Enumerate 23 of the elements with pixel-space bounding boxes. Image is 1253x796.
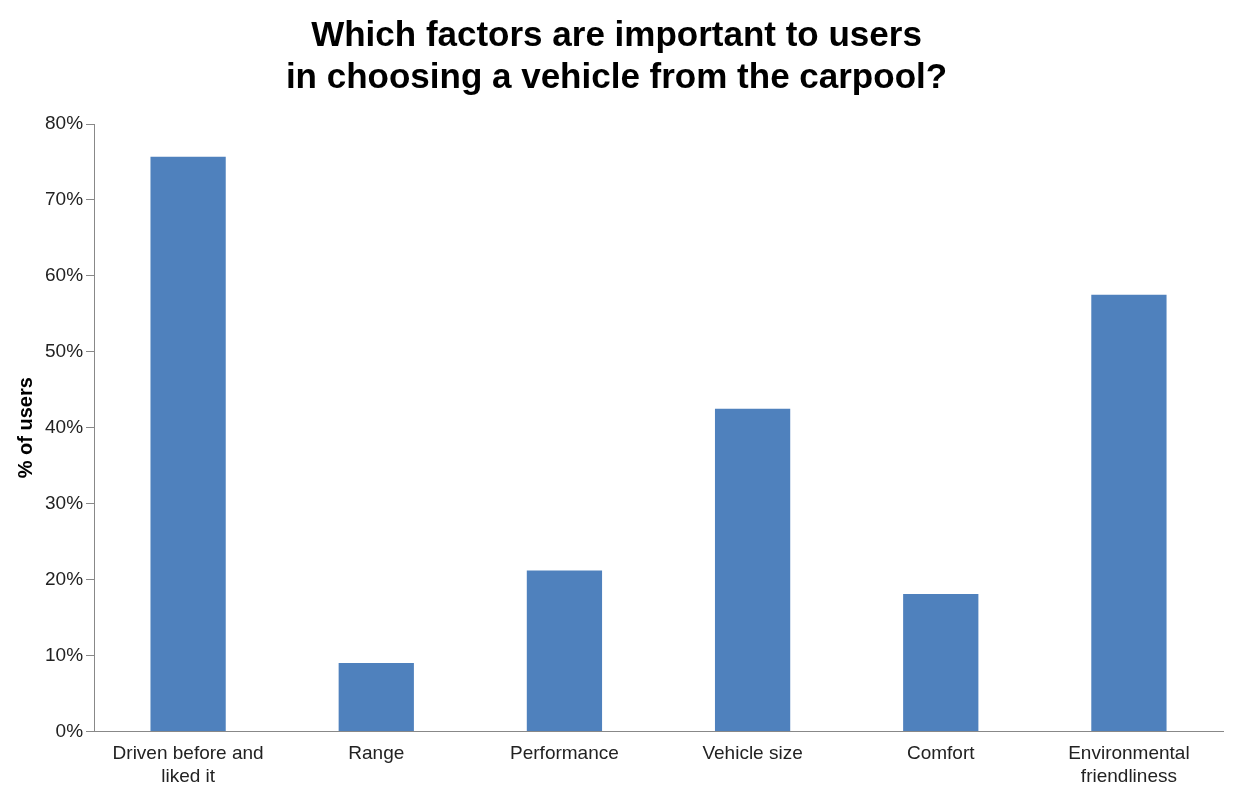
y-tick-label: 70%: [45, 188, 84, 210]
y-tick-label: 30%: [45, 491, 84, 513]
x-tick-label: Range: [348, 742, 405, 764]
bar: [903, 593, 979, 731]
y-tick-label: 0%: [55, 719, 84, 741]
x-tick-label: Vehicle size: [702, 742, 803, 764]
y-axis-title: % of users: [13, 377, 36, 479]
y-tick-label: 60%: [45, 264, 84, 286]
bar: [714, 408, 791, 731]
x-tick-label: Driven before and liked it: [112, 742, 264, 786]
bar: [338, 663, 414, 731]
y-tick-label: 80%: [45, 112, 84, 134]
y-tick-label: 40%: [45, 415, 84, 437]
bar: [526, 570, 603, 731]
bar: [1091, 294, 1167, 731]
chart-title: Which factors are important to users in choosing a vehicle from the carpool?: [285, 13, 948, 95]
y-tick-label: 50%: [45, 340, 84, 362]
y-tick-label: 20%: [45, 567, 84, 589]
y-tick-label: 10%: [45, 643, 84, 665]
x-tick-label: Environmental friendliness: [1068, 742, 1190, 786]
x-tick-label: Performance: [510, 742, 619, 764]
bar: [150, 156, 226, 731]
x-tick-label: Comfort: [906, 742, 976, 764]
